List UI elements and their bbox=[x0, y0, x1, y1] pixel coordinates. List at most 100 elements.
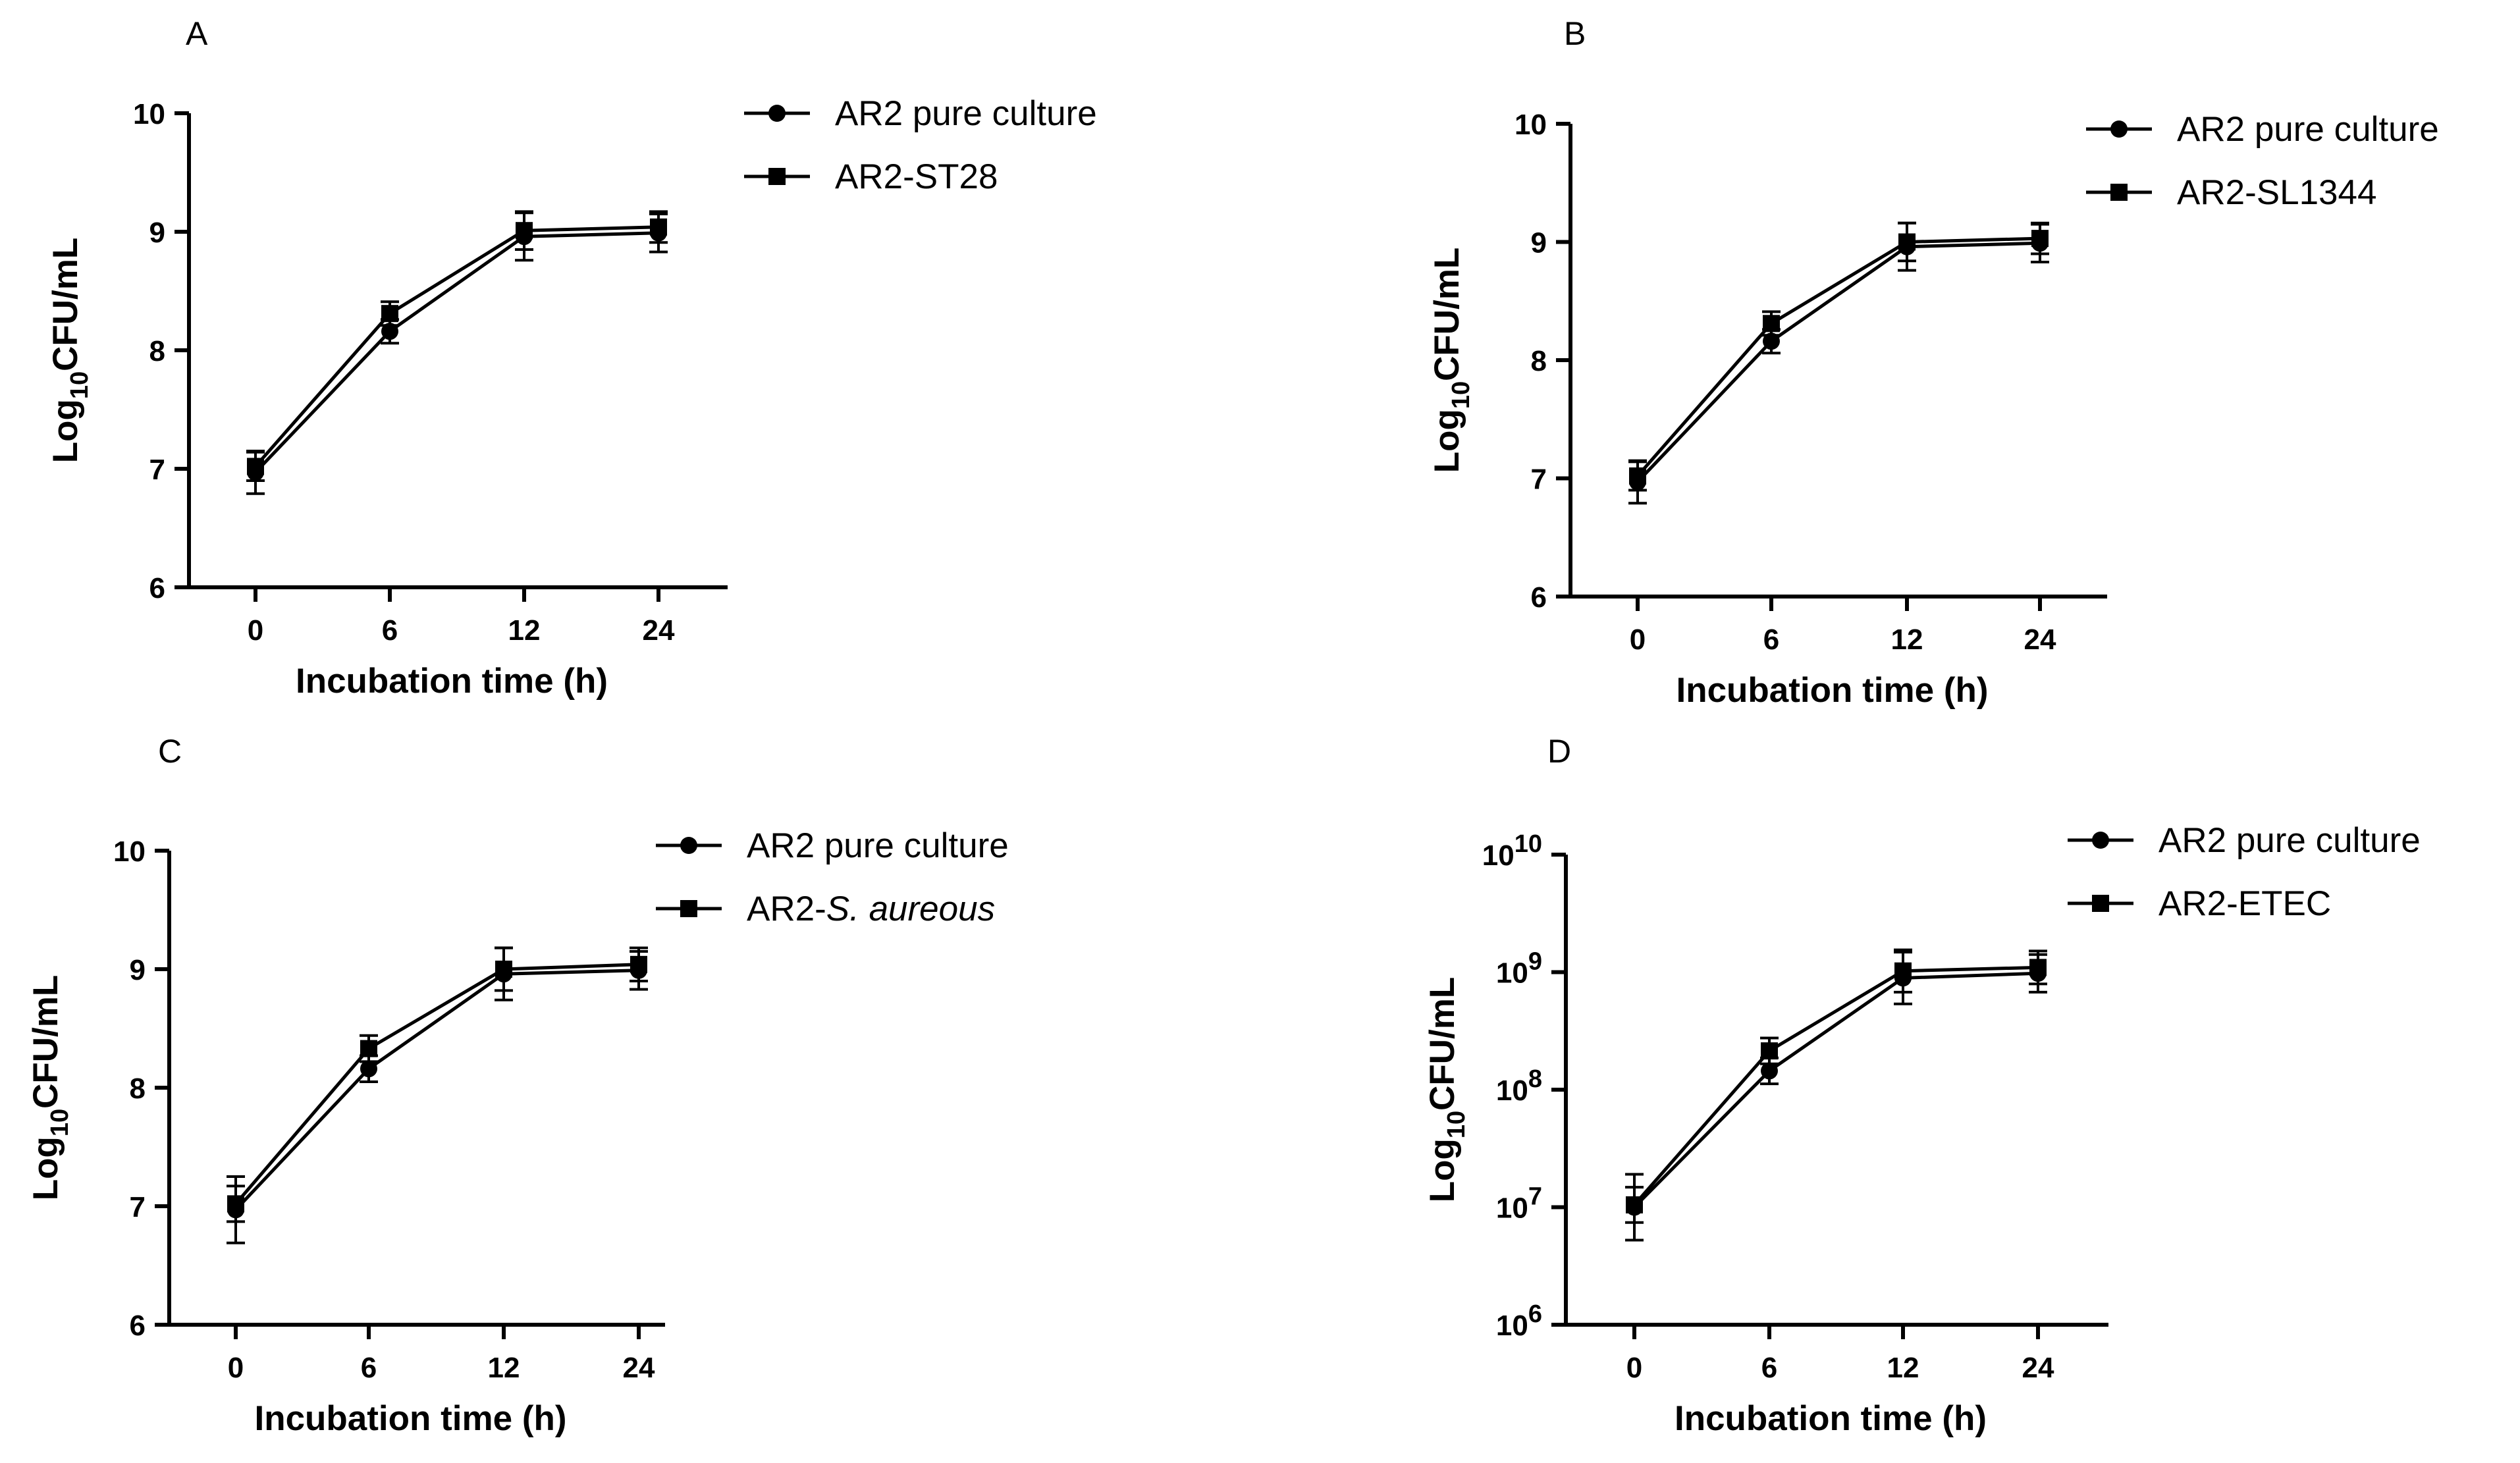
y-tick-label: 6 bbox=[149, 572, 165, 604]
legend-marker-square bbox=[2092, 895, 2109, 912]
y-axis-title: Log10CFU/mL bbox=[1428, 248, 1475, 473]
x-tick-label: 0 bbox=[248, 614, 263, 647]
legend-marker-square bbox=[680, 900, 697, 917]
y-tick-label: 107 bbox=[1496, 1183, 1542, 1225]
panel-letter: D bbox=[1547, 733, 1571, 770]
data-point-square bbox=[1763, 315, 1780, 332]
data-point-circle bbox=[360, 1060, 377, 1078]
y-tick-label: 6 bbox=[130, 1310, 146, 1342]
series-line bbox=[234, 963, 639, 1206]
x-tick-label: 24 bbox=[2024, 624, 2056, 656]
legend-marker-circle bbox=[680, 837, 697, 854]
data-point-square bbox=[1761, 1042, 1778, 1060]
y-axis-title: Log10CFU/mL bbox=[46, 238, 94, 464]
y-axis-title: Log10CFU/mL bbox=[26, 975, 74, 1201]
x-tick-label: 24 bbox=[643, 614, 675, 647]
y-tick-label: 10 bbox=[133, 98, 165, 130]
legend: AR2 pure culture AR2-SL1344 bbox=[2086, 110, 2439, 212]
legend: AR2 pure culture AR2-S. aureous bbox=[656, 826, 1009, 928]
y-tick-label: 106 bbox=[1496, 1300, 1542, 1342]
data-point-square bbox=[2031, 230, 2049, 248]
x-tick-label: 6 bbox=[361, 1352, 377, 1384]
series-line bbox=[1636, 236, 2041, 477]
legend-label: AR2-S. aureous bbox=[747, 890, 995, 928]
y-tick-label: 7 bbox=[1531, 464, 1547, 496]
data-point-circle bbox=[381, 323, 398, 340]
data-point-square bbox=[1629, 467, 1646, 485]
x-tick-label: 6 bbox=[382, 614, 398, 647]
legend: AR2 pure culture AR2-ETEC bbox=[2068, 821, 2421, 923]
data-point-square bbox=[495, 961, 512, 978]
series-pure-culture bbox=[246, 211, 668, 495]
legend-marker-square bbox=[768, 168, 786, 185]
data-point-square bbox=[381, 305, 398, 323]
panel-letter: C bbox=[158, 733, 182, 770]
legend-label: AR2 pure culture bbox=[2177, 110, 2439, 149]
panel-letter: A bbox=[186, 15, 208, 52]
y-tick-label: 8 bbox=[130, 1073, 146, 1105]
data-point-circle bbox=[1763, 332, 1780, 350]
data-point-square bbox=[650, 218, 667, 236]
y-tick-label: 9 bbox=[130, 954, 146, 986]
y-tick-label: 7 bbox=[130, 1191, 146, 1223]
data-point-square bbox=[1898, 233, 1916, 251]
y-tick-label: 10 bbox=[113, 836, 146, 868]
data-point-square bbox=[360, 1040, 377, 1057]
y-tick-label: 109 bbox=[1496, 948, 1542, 990]
series-line bbox=[1636, 241, 2041, 483]
series-pure-culture bbox=[227, 946, 648, 1244]
x-tick-label: 6 bbox=[1763, 624, 1779, 656]
legend-marker-circle bbox=[2110, 120, 2128, 138]
y-tick-label: 8 bbox=[1531, 345, 1547, 377]
series-line bbox=[1633, 965, 2039, 1206]
x-axis-title: Incubation time (h) bbox=[1676, 671, 1988, 710]
x-axis-title: Incubation time (h) bbox=[296, 662, 608, 701]
x-tick-label: 12 bbox=[488, 1352, 520, 1384]
x-tick-label: 6 bbox=[1761, 1352, 1777, 1384]
series-line bbox=[254, 225, 659, 468]
chart-panel-a: A 6 7 8 9 10 0 6 12 24 Incubation time (h) Log10CFU… bbox=[46, 15, 1097, 701]
y-axis-title: Log10CFU/mL bbox=[1423, 977, 1470, 1203]
chart-panel-c: C 6 7 8 9 10 0 6 12 24 Incubation time (h) Log10CFU… bbox=[26, 733, 1009, 1438]
chart-panel-b: B 6 7 8 9 10 0 6 12 24 Incubation time (h) Log10CFU… bbox=[1428, 15, 2439, 710]
x-tick-label: 0 bbox=[1626, 1352, 1642, 1384]
legend-label: AR2 pure culture bbox=[747, 826, 1009, 865]
data-point-square bbox=[630, 955, 647, 973]
x-axis-title: Incubation time (h) bbox=[1675, 1399, 1987, 1438]
data-point-square bbox=[227, 1195, 244, 1213]
series-line bbox=[1633, 971, 2039, 1209]
data-point-square bbox=[247, 458, 264, 475]
chart-panel-d: D 106 107 108 109 1010 0 6 12 24 Incubation time (… bbox=[1423, 733, 2421, 1438]
data-point-square bbox=[516, 222, 533, 240]
panel-letter: B bbox=[1564, 15, 1586, 52]
legend-label: AR2 pure culture bbox=[2158, 821, 2421, 860]
y-tick-label: 8 bbox=[149, 335, 165, 367]
x-tick-label: 12 bbox=[508, 614, 541, 647]
y-tick-label: 7 bbox=[149, 454, 165, 486]
x-axis-title: Incubation time (h) bbox=[254, 1399, 566, 1438]
x-tick-label: 12 bbox=[1891, 624, 1923, 656]
legend-marker-square bbox=[2110, 184, 2128, 201]
x-tick-label: 0 bbox=[1630, 624, 1646, 656]
legend-marker-circle bbox=[768, 105, 786, 122]
y-tick-label: 1010 bbox=[1482, 830, 1542, 872]
data-point-circle bbox=[1761, 1062, 1778, 1080]
x-tick-label: 12 bbox=[1887, 1352, 1919, 1384]
x-tick-label: 24 bbox=[623, 1352, 655, 1384]
y-tick-label: 6 bbox=[1531, 581, 1547, 614]
legend-label: AR2 pure culture bbox=[835, 94, 1097, 133]
y-tick-label: 10 bbox=[1515, 109, 1547, 141]
series-pure-culture bbox=[1625, 951, 2047, 1242]
y-tick-label: 9 bbox=[1531, 227, 1547, 259]
legend: AR2 pure culture AR2-ST28 bbox=[744, 94, 1097, 196]
series-coculture bbox=[246, 210, 668, 482]
legend-marker-circle bbox=[2092, 832, 2109, 849]
data-point-square bbox=[2029, 959, 2047, 976]
series-pure-culture bbox=[1628, 221, 2049, 505]
y-tick-label: 9 bbox=[149, 217, 165, 249]
y-tick-label: 108 bbox=[1496, 1065, 1542, 1107]
legend-label: AR2-SL1344 bbox=[2177, 173, 2376, 212]
x-tick-label: 24 bbox=[2022, 1352, 2054, 1384]
data-point-square bbox=[1894, 962, 1912, 980]
